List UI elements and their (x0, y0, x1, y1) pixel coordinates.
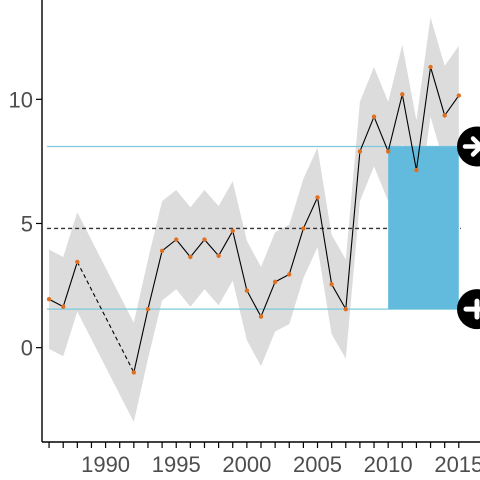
data-point (244, 288, 250, 293)
y-tick-label: 5 (21, 211, 33, 236)
series-segment (175, 239, 191, 258)
data-point (400, 92, 405, 97)
data-point (343, 306, 348, 312)
series-segment (189, 239, 205, 258)
series-segment (331, 284, 347, 310)
data-point (258, 314, 264, 319)
data-point (287, 272, 292, 277)
series-segment (133, 309, 149, 373)
series-segment (260, 281, 276, 317)
data-point (357, 149, 363, 154)
recent-period-highlight (388, 146, 459, 310)
data-point (272, 279, 278, 285)
data-point (442, 113, 447, 118)
data-point (159, 248, 165, 253)
series-segment (48, 298, 64, 308)
series-segment (387, 94, 403, 152)
series-segment (302, 197, 319, 229)
series-segment (288, 228, 304, 275)
series-segment (147, 250, 163, 310)
series-segment (62, 261, 78, 307)
y-tick-label: 10 (9, 87, 33, 112)
series-segment (204, 239, 220, 257)
series-segment (232, 230, 248, 291)
x-tick-label: 1990 (81, 452, 130, 477)
data-point (60, 304, 66, 309)
arrow-right-circle-icon (457, 126, 480, 167)
data-point (230, 228, 235, 234)
confidence-band-layer (49, 17, 459, 423)
data-point (456, 93, 462, 98)
series-segment (345, 151, 361, 310)
data-point (414, 167, 419, 173)
data-point (188, 254, 193, 260)
data-point (46, 297, 52, 302)
x-tick-label: 2015 (434, 452, 480, 477)
data-point (216, 253, 221, 258)
data-point (202, 237, 207, 242)
series-layer (46, 64, 462, 375)
axes-layer: 0 5 10 1990 1995 2000 2005 2010 2015 (9, 0, 480, 477)
trend-indicators-layer (457, 126, 480, 330)
data-point (131, 370, 137, 375)
data-point (385, 149, 391, 154)
data-point (145, 306, 151, 312)
data-point (329, 282, 334, 287)
data-point (428, 64, 433, 70)
plus-glyph (463, 298, 480, 320)
series-segment (246, 290, 262, 317)
arrow-glyph (462, 136, 480, 157)
series-segment (218, 230, 234, 257)
x-tick-label: 2000 (222, 452, 271, 477)
series-segment (401, 94, 417, 171)
series-segment (415, 66, 432, 171)
series-segment (430, 66, 446, 116)
series-segment (359, 116, 375, 152)
y-tick-label: 0 (21, 336, 33, 361)
series-segment (316, 197, 333, 285)
data-point (371, 114, 377, 119)
series-segment (161, 239, 177, 252)
data-point (315, 195, 320, 200)
data-point (75, 259, 80, 265)
series-segment (373, 116, 389, 152)
plus-circle-icon (457, 289, 480, 330)
x-tick-label: 2010 (364, 452, 413, 477)
x-tick-label: 2005 (293, 452, 342, 477)
x-tick-label: 1995 (152, 452, 201, 477)
data-point (301, 226, 306, 231)
series-segment (274, 273, 290, 283)
series-segment (444, 95, 460, 116)
confidence-band (49, 17, 459, 423)
highlight-region-layer (388, 146, 459, 310)
data-point (174, 237, 179, 242)
